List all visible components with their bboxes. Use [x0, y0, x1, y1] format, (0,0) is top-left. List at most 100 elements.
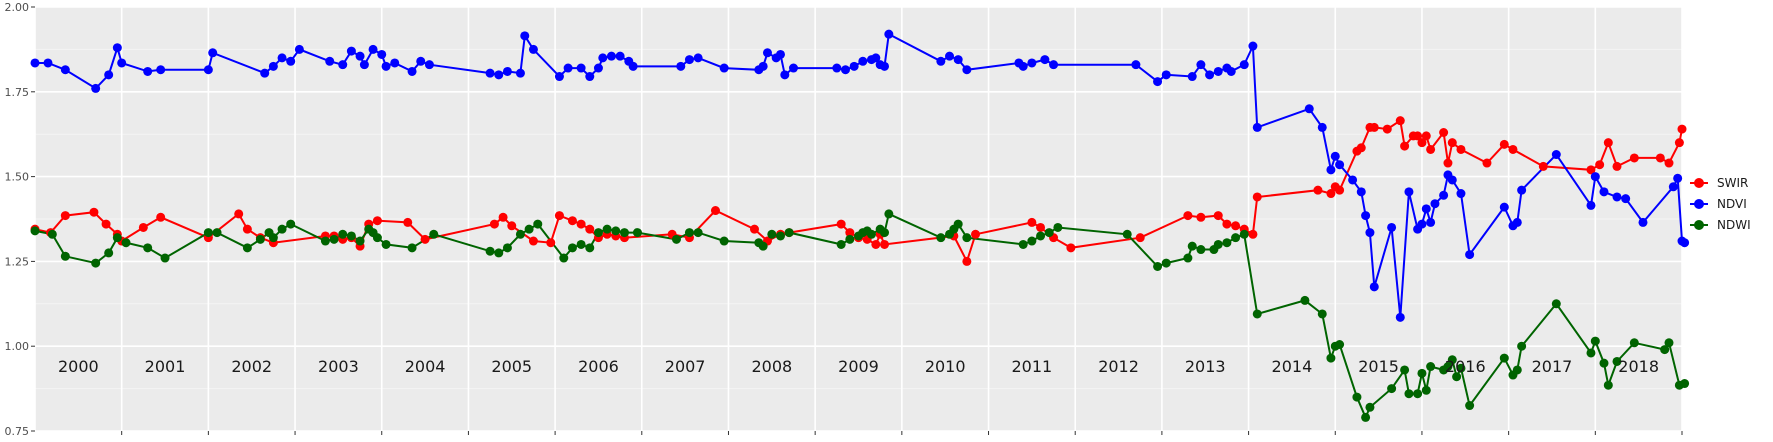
data-point-swir [1664, 158, 1674, 168]
legend-label-swir: SWIR [1717, 176, 1748, 190]
data-point-ndwi [953, 219, 963, 229]
data-point-ndwi [559, 253, 569, 263]
data-point-swir [1439, 128, 1449, 138]
data-point-ndwi [1590, 336, 1600, 346]
data-point-ndwi [576, 239, 586, 249]
data-point-ndvi [1040, 55, 1050, 65]
data-point-swir [1313, 185, 1323, 195]
data-point-ndwi [1517, 341, 1527, 351]
data-point-ndwi [60, 251, 70, 261]
data-point-ndwi [1404, 389, 1414, 399]
data-point-swir [1443, 158, 1453, 168]
y-tick-label: 1.75 [5, 86, 30, 99]
y-tick-label: 1.00 [5, 340, 30, 353]
data-point-ndvi [325, 56, 335, 66]
data-point-ndwi [1447, 355, 1457, 365]
data-point-ndwi [329, 234, 339, 244]
data-point-ndwi [355, 236, 365, 246]
data-point-ndvi [1621, 194, 1631, 204]
data-point-ndwi [1413, 389, 1423, 399]
data-point-swir [1335, 185, 1345, 195]
data-point-ndvi [576, 63, 586, 73]
data-point-swir [1499, 139, 1509, 149]
data-point-ndvi [368, 44, 378, 54]
year-label: 2003 [318, 357, 359, 376]
data-point-ndwi [104, 248, 114, 258]
data-point-ndwi [429, 229, 439, 239]
data-point-ndvi [554, 72, 564, 82]
data-point-ndwi [485, 246, 495, 256]
data-point-ndvi [936, 56, 946, 66]
data-point-ndvi [1599, 187, 1609, 197]
data-point-ndvi [615, 51, 625, 61]
data-point-swir [1612, 161, 1622, 171]
data-point-ndvi [390, 58, 400, 68]
data-point-swir [1413, 131, 1423, 141]
data-point-ndvi [1404, 187, 1414, 197]
data-point-ndvi [416, 56, 426, 66]
data-point-ndwi [1452, 372, 1462, 382]
data-point-ndvi [880, 61, 890, 71]
data-point-swir [420, 234, 430, 244]
data-point-ndwi [1335, 340, 1345, 350]
data-point-swir [554, 211, 564, 221]
data-point-ndvi [260, 68, 270, 78]
data-point-ndwi [836, 239, 846, 249]
data-point-ndwi [1456, 363, 1466, 373]
data-point-ndwi [1599, 358, 1609, 368]
data-point-ndwi [381, 239, 391, 249]
data-point-ndvi [104, 70, 114, 80]
data-point-ndvi [1317, 122, 1327, 132]
data-point-swir [101, 219, 111, 229]
year-label: 2005 [491, 357, 532, 376]
data-point-ndwi [1239, 229, 1249, 239]
data-point-ndwi [143, 243, 153, 253]
data-point-swir [498, 212, 508, 222]
data-point-swir [1248, 229, 1258, 239]
data-point-ndvi [1248, 41, 1258, 51]
data-point-ndvi [840, 65, 850, 75]
year-label: 2000 [58, 357, 99, 376]
data-point-ndwi [407, 243, 417, 253]
data-point-ndwi [286, 219, 296, 229]
data-point-ndwi [1421, 385, 1431, 395]
data-point-ndvi [858, 56, 868, 66]
data-point-ndvi [1348, 175, 1358, 185]
data-point-ndwi [277, 224, 287, 234]
data-point-ndwi [884, 209, 894, 219]
data-point-ndvi [294, 44, 304, 54]
data-point-swir [1629, 153, 1639, 163]
data-point-ndvi [1456, 189, 1466, 199]
y-tick-label: 2.00 [5, 1, 30, 14]
data-point-ndwi [880, 228, 890, 238]
data-point-ndvi [520, 31, 530, 41]
data-point-ndwi [1387, 384, 1397, 394]
data-point-ndvi [1205, 70, 1215, 80]
data-point-swir [1508, 144, 1518, 154]
data-point-ndwi [1629, 338, 1639, 348]
data-point-ndvi [1499, 202, 1509, 212]
data-point-ndvi [1517, 185, 1527, 195]
data-point-ndwi [112, 233, 122, 243]
data-point-ndvi [1439, 190, 1449, 200]
data-point-ndwi [533, 219, 543, 229]
data-point-ndvi [515, 68, 525, 78]
data-point-ndwi [160, 253, 170, 263]
data-point-swir [1231, 221, 1241, 231]
data-point-swir [1595, 160, 1605, 170]
data-point-ndwi [338, 229, 348, 239]
data-point-swir [89, 207, 99, 217]
data-point-ndvi [377, 49, 387, 59]
data-point-ndvi [762, 48, 772, 58]
data-point-ndwi [1213, 239, 1223, 249]
data-point-ndwi [962, 233, 972, 243]
data-point-ndvi [758, 61, 768, 71]
data-point-swir [546, 238, 556, 248]
data-point-swir [1356, 143, 1366, 153]
y-tick-label: 1.25 [5, 255, 30, 268]
data-point-ndwi [47, 229, 57, 239]
data-point-ndvi [346, 46, 356, 56]
data-point-ndwi [775, 231, 785, 241]
data-point-ndvi [1187, 72, 1197, 82]
data-point-ndvi [1027, 58, 1037, 68]
